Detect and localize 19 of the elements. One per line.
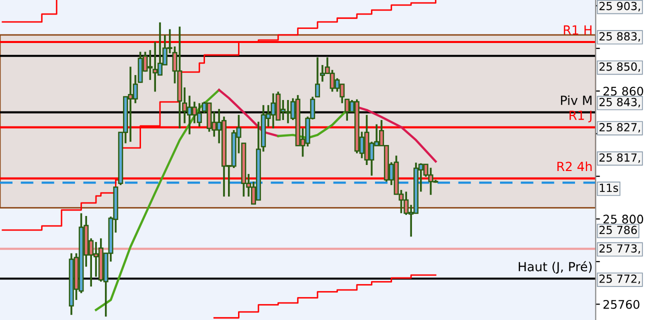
text: 25 903, (599, 2, 640, 12)
ref-line-label: R2 4h (557, 161, 592, 171)
text: 25 817, (599, 153, 640, 163)
text: 25 843, (599, 98, 640, 108)
line-series (218, 88, 280, 138)
text: 25 772, (599, 274, 640, 284)
text: 25 850, (599, 62, 640, 72)
y-tick-label: 25 800 (603, 214, 644, 224)
y-tick-label: 25 860 (603, 86, 644, 96)
text: 25 773, (599, 244, 640, 254)
ref-line-label: Piv M (561, 95, 592, 105)
text: 11s (600, 184, 618, 192)
ref-line-label: Haut (J, Pré) (518, 261, 592, 274)
line-series (94, 88, 220, 312)
text: 25 827, (599, 123, 640, 133)
ref-line-label: R1 H (564, 25, 592, 35)
y-tick-label: 25760 (603, 300, 640, 309)
text: 25 883, (599, 32, 640, 42)
text: 25 786 (599, 226, 637, 234)
